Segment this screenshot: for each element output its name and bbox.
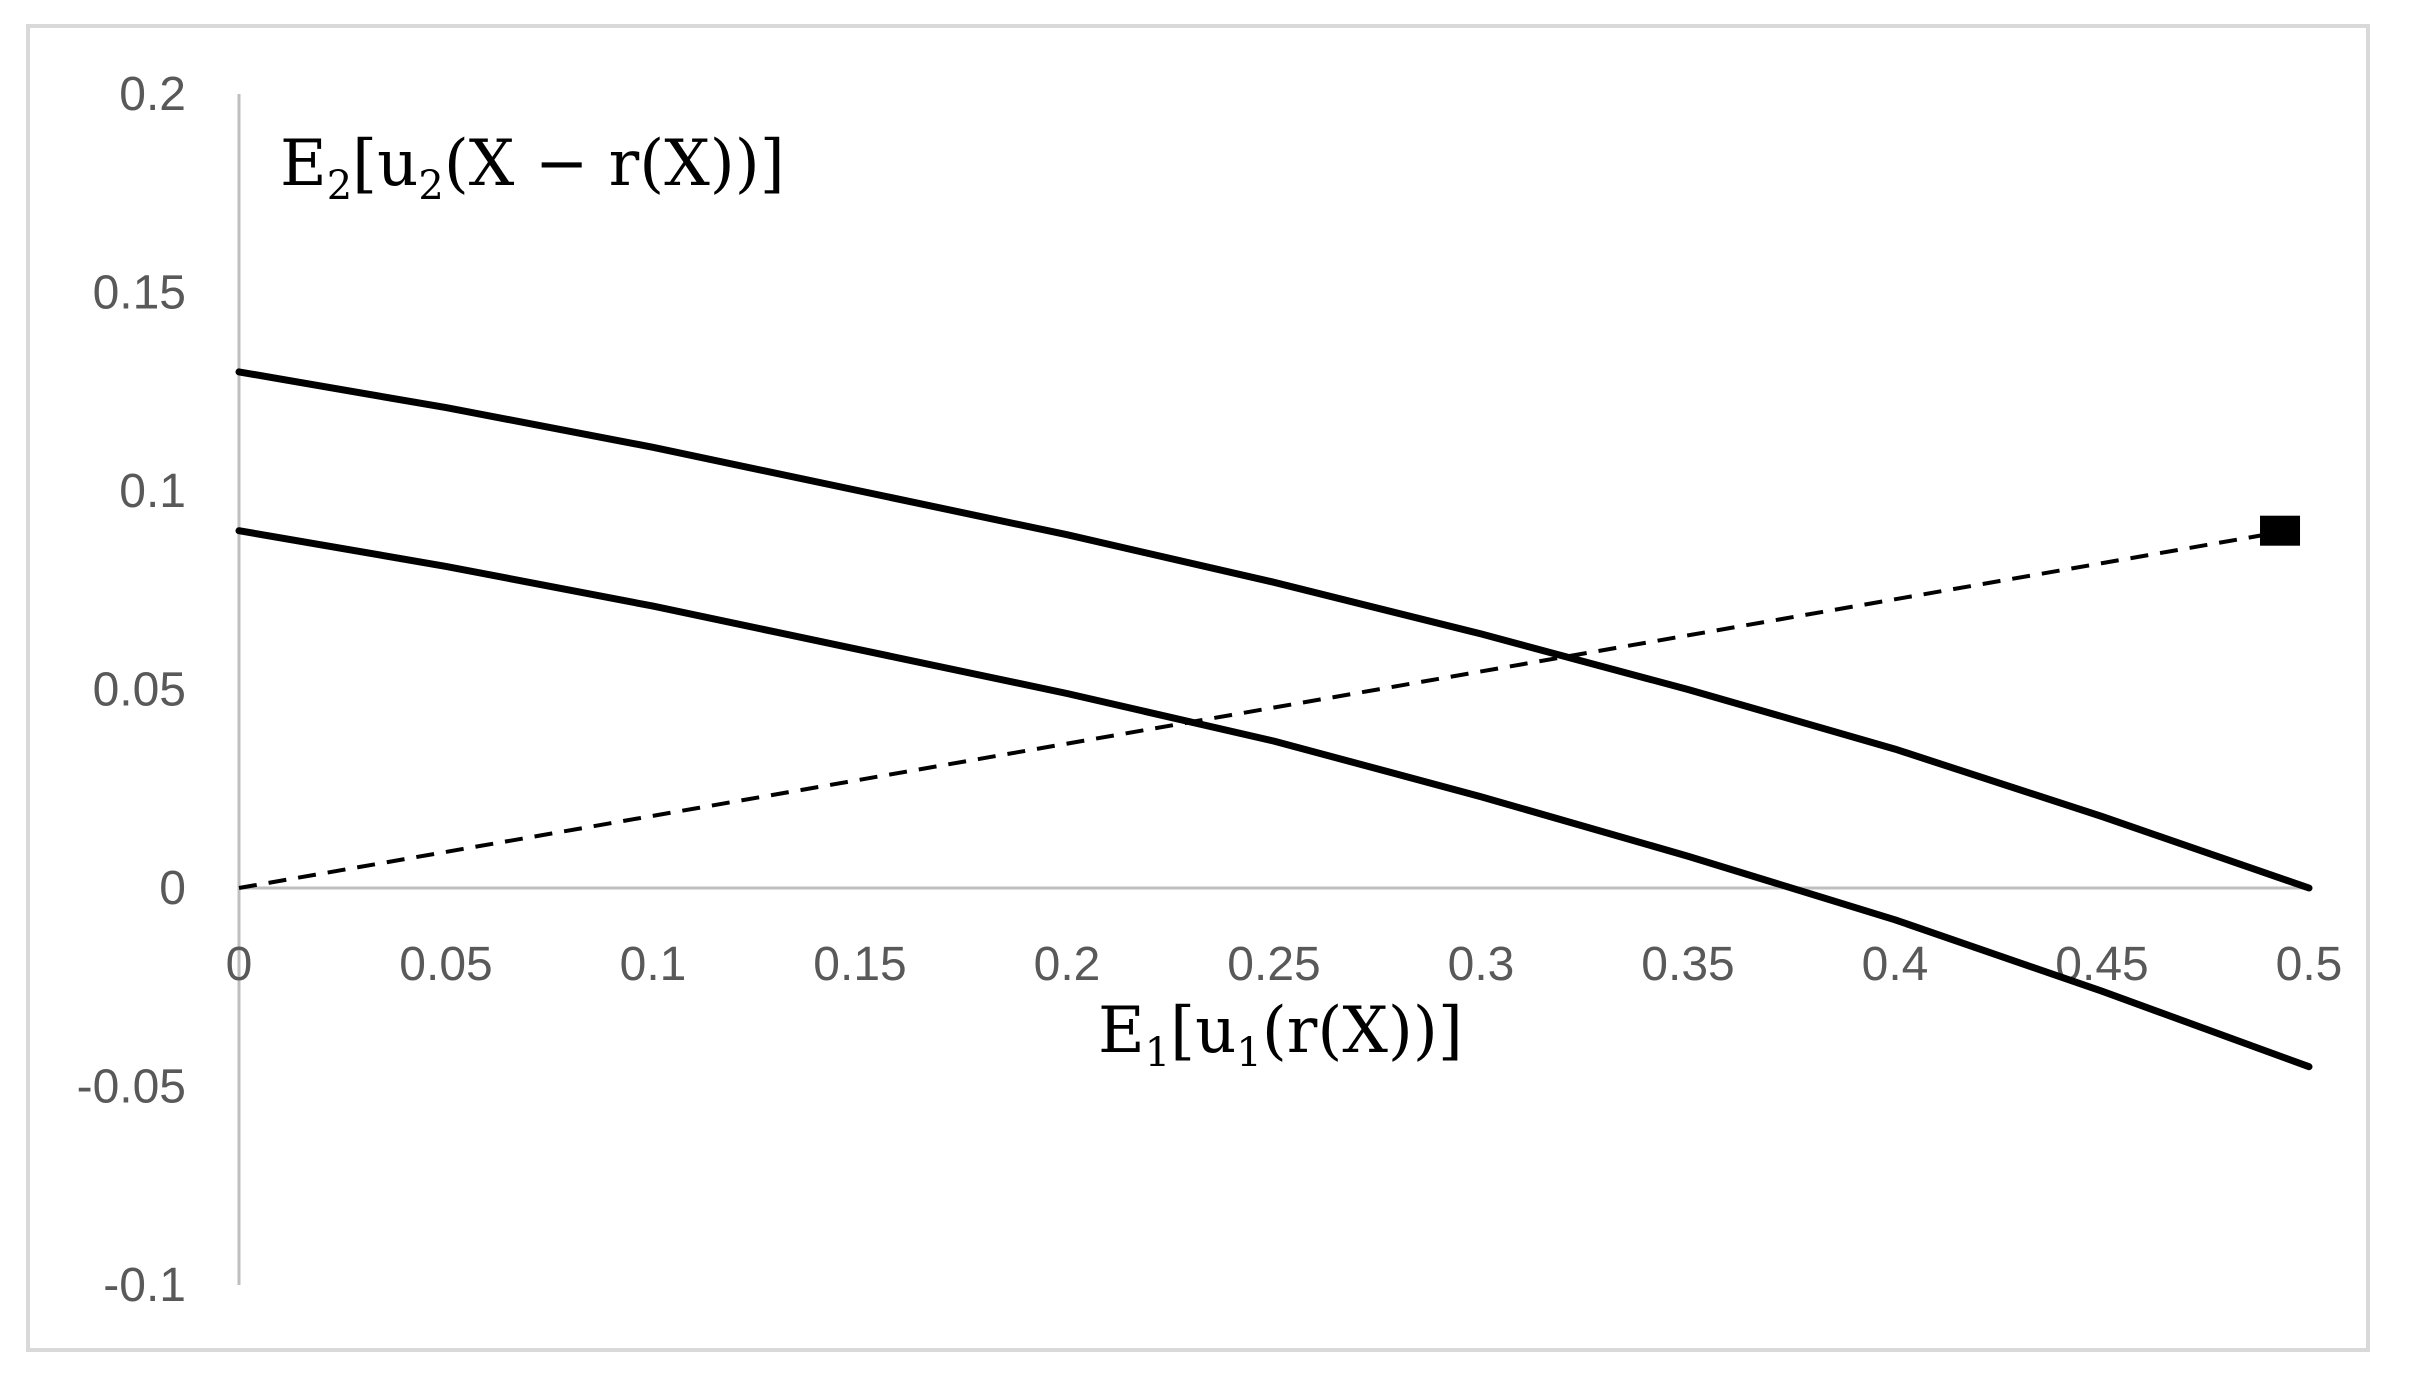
tick-labels: 0 0.05 0.1 0.15 0.2 0.25 0.3 0.35 0.4 0.45 0.50.20… [77,68,2343,1312]
x-tick-label: 0.15 [813,938,906,991]
series-line-1 [235,368,2313,892]
x-tick-label: 0.05 [399,938,492,991]
x-tick-label: 0.2 [1034,938,1101,991]
x-tick-label: 0.4 [1862,938,1929,991]
x-tick-label: 0.35 [1641,938,1734,991]
series-line-2 [235,527,2313,1071]
x-tick-label: 0 [226,938,253,991]
y-tick-label: 0 [159,862,186,915]
chart-frame [26,24,2370,1352]
series [235,368,2313,1071]
axes [237,94,2309,1285]
square-marker [2260,515,2301,546]
y-tick-label: -0.1 [103,1259,186,1312]
y-tick-label: -0.05 [77,1061,186,1114]
y-axis-title: E2[u2(X − r(X))] [280,127,785,209]
series-line-3 [238,528,2289,890]
x-tick-label: 0.5 [2276,938,2343,991]
y-tick-label: 0.1 [119,465,186,518]
markers [2260,515,2301,546]
x-axis-title: E1[u1(r(X))] [1098,994,1463,1076]
x-tick-label: 0.3 [1448,938,1515,991]
x-tick-label: 0.1 [620,938,687,991]
y-tick-label: 0.2 [119,68,186,121]
y-tick-label: 0.15 [93,267,186,320]
x-tick-label: 0.25 [1227,938,1320,991]
y-tick-label: 0.05 [93,664,186,717]
